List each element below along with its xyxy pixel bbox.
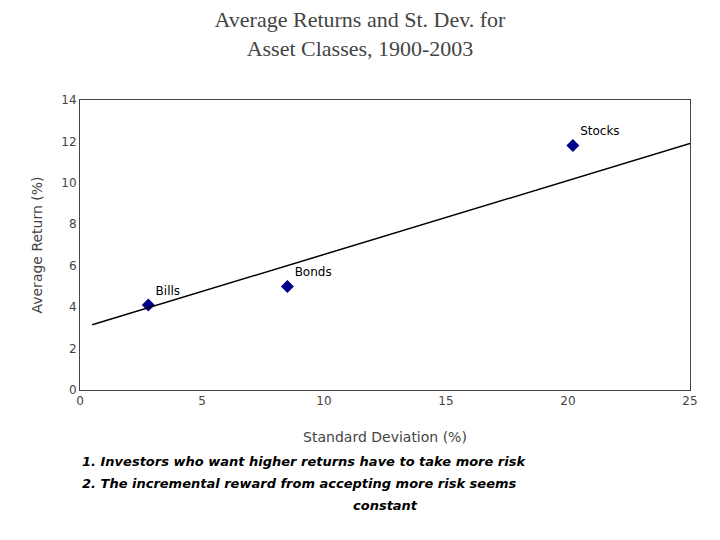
svg-text:10: 10	[316, 394, 331, 408]
svg-text:2. The incremental reward from: 2. The incremental reward from accepting…	[82, 476, 517, 491]
svg-text:12: 12	[61, 135, 76, 149]
svg-text:25: 25	[682, 394, 697, 408]
svg-text:Bills: Bills	[156, 284, 181, 298]
svg-text:15: 15	[438, 394, 453, 408]
svg-text:Stocks: Stocks	[580, 124, 619, 138]
svg-text:Average Return (%): Average Return (%)	[29, 176, 45, 313]
svg-text:10: 10	[61, 176, 76, 190]
svg-text:0: 0	[76, 394, 84, 408]
svg-text:0: 0	[69, 383, 77, 397]
svg-text:constant: constant	[353, 498, 418, 513]
svg-text:14: 14	[61, 93, 76, 107]
svg-text:Average Returns and St. Dev. f: Average Returns and St. Dev. forAsset Cl…	[215, 7, 506, 61]
svg-text:5: 5	[198, 394, 206, 408]
svg-text:8: 8	[69, 217, 77, 231]
svg-text:4: 4	[69, 300, 77, 314]
svg-text:20: 20	[560, 394, 575, 408]
svg-text:1. Investors who want higher r: 1. Investors who want higher returns hav…	[82, 454, 526, 469]
svg-text:Standard Deviation (%): Standard Deviation (%)	[303, 429, 467, 445]
svg-text:2: 2	[69, 342, 77, 356]
svg-text:Bonds: Bonds	[295, 265, 332, 279]
svg-text:6: 6	[69, 259, 77, 273]
